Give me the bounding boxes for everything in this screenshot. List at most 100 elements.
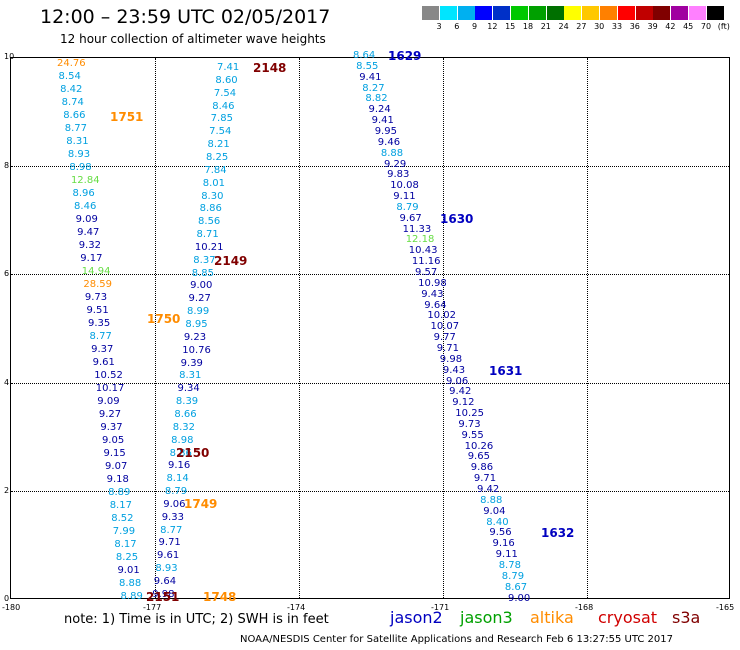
color-scale-label: 18 xyxy=(522,22,534,31)
track-b-value: 8.98 xyxy=(171,434,194,446)
track-c-value: 9.71 xyxy=(436,342,459,354)
track-a-value: 8.25 xyxy=(115,552,139,563)
color-scale-label: (ft) xyxy=(717,22,730,31)
track-c-value: 9.29 xyxy=(384,158,407,170)
track-a-value: 9.07 xyxy=(105,461,128,472)
track-b-value: 9.34 xyxy=(177,383,200,395)
color-scale-label: 6 xyxy=(454,22,460,31)
track-c-value: 8.79 xyxy=(501,570,525,582)
track-c-value: 8.27 xyxy=(362,82,385,94)
orbit-number-label: 1630 xyxy=(440,212,474,226)
track-c-value: 8.64 xyxy=(353,50,376,61)
track-c-value: 9.42 xyxy=(449,386,472,398)
grid-line-horizontal xyxy=(11,274,729,275)
track-a-value: 9.05 xyxy=(101,435,125,446)
track-c-value: 8.55 xyxy=(356,60,379,72)
color-scale-swatch xyxy=(689,6,706,20)
track-b-value: 9.23 xyxy=(183,331,207,343)
track-c-value: 8.40 xyxy=(486,516,509,528)
track-b-value: 8.14 xyxy=(166,473,189,485)
track-c-value: 9.56 xyxy=(489,527,512,539)
track-c-value: 10.25 xyxy=(455,408,484,420)
track-c-value: 9.41 xyxy=(371,115,394,127)
track-c-value: 9.11 xyxy=(495,549,518,561)
track-b-value: 8.21 xyxy=(207,139,230,151)
track-c-value: 10.02 xyxy=(427,310,457,322)
x-tick-label: -171 xyxy=(431,603,450,612)
page-subtitle: 12 hour collection of altimeter wave hei… xyxy=(60,32,326,46)
track-c-value: 9.12 xyxy=(452,397,475,409)
track-c-value: 9.46 xyxy=(377,136,401,148)
track-b-value: 8.56 xyxy=(198,216,221,228)
grid-line-vertical xyxy=(299,58,300,598)
color-scale-label: 27 xyxy=(576,22,587,31)
color-scale-swatch xyxy=(493,6,511,20)
track-c-value: 8.82 xyxy=(365,93,388,105)
track-c-value: 9.24 xyxy=(368,104,391,116)
color-scale-swatch xyxy=(546,6,564,20)
track-a-value: 9.27 xyxy=(98,409,122,420)
color-scale-label: 3 xyxy=(436,22,442,31)
color-scale-swatch xyxy=(617,6,635,20)
color-scale-swatch xyxy=(582,6,600,20)
track-a-value: 24.76 xyxy=(57,58,86,69)
track-b-value: 8.99 xyxy=(186,306,210,318)
track-b-value: 9.71 xyxy=(158,537,181,549)
color-scale-swatch xyxy=(653,6,671,20)
track-b-value: 8.86 xyxy=(199,203,222,215)
x-tick-label: -180 xyxy=(2,603,21,612)
track-a-value: 9.17 xyxy=(80,253,103,264)
orbit-number-label: 2149 xyxy=(214,254,248,268)
track-b-value: 9.16 xyxy=(168,460,191,472)
grid-line-horizontal xyxy=(11,491,729,492)
track-c-value: 10.98 xyxy=(418,277,447,289)
color-scale-label: 12 xyxy=(487,22,498,31)
color-scale-label: 15 xyxy=(505,22,516,31)
map-plot-area xyxy=(10,57,730,599)
legend-entry: cryosat xyxy=(598,608,658,627)
footer-note: note: 1) Time is in UTC; 2) SWH is in fe… xyxy=(64,612,329,627)
color-scale-label: 21 xyxy=(540,22,551,31)
track-c-value: 8.67 xyxy=(504,581,528,593)
orbit-number-label: 1748 xyxy=(203,590,237,604)
track-b-value: 8.31 xyxy=(179,370,202,382)
track-a-value: 9.18 xyxy=(106,474,129,485)
track-b-value: 8.77 xyxy=(160,524,183,536)
color-scale-label: 30 xyxy=(594,22,605,31)
track-b-value: 7.54 xyxy=(213,87,237,99)
color-scale-swatch xyxy=(564,6,582,20)
track-c-value: 8.88 xyxy=(480,494,503,506)
track-a-value: 9.37 xyxy=(100,422,123,433)
track-b-value: 9.06 xyxy=(163,498,186,510)
track-a-value: 8.74 xyxy=(61,97,84,108)
track-c-value: 10.43 xyxy=(408,245,438,257)
track-c-value: 9.04 xyxy=(483,505,506,517)
track-a-value: 8.31 xyxy=(66,136,89,147)
y-tick-label: 4 xyxy=(4,378,10,387)
track-c-value: 9.55 xyxy=(461,429,484,441)
color-scale-swatch xyxy=(671,6,689,20)
orbit-number-label: 1629 xyxy=(388,49,422,63)
legend-entry: jason3 xyxy=(460,608,513,627)
orbit-number-label: 1632 xyxy=(541,526,575,540)
track-a-value: 8.89 xyxy=(108,487,131,498)
x-tick-label: -165 xyxy=(716,603,735,612)
track-b-value: 10.76 xyxy=(182,344,211,356)
color-scale-swatch xyxy=(528,6,546,20)
y-tick-label: 6 xyxy=(4,269,10,278)
track-c-value: 9.57 xyxy=(415,267,438,278)
track-c-value: 8.88 xyxy=(380,147,404,159)
grid-line-vertical xyxy=(587,58,588,598)
track-a-value: 8.98 xyxy=(69,162,92,173)
orbit-number-label: 2151 xyxy=(146,590,180,604)
x-tick-label: -174 xyxy=(287,603,306,612)
track-a-value: 9.09 xyxy=(75,214,98,225)
orbit-number-label: 2148 xyxy=(253,61,287,75)
grid-line-horizontal xyxy=(11,166,729,167)
grid-line-horizontal xyxy=(11,383,729,384)
track-c-value: 9.43 xyxy=(442,364,466,376)
track-c-value: 9.11 xyxy=(393,191,416,203)
color-scale-label: 70 xyxy=(700,22,712,31)
track-c-value: 9.06 xyxy=(446,375,469,387)
track-a-value: 9.47 xyxy=(77,227,100,238)
